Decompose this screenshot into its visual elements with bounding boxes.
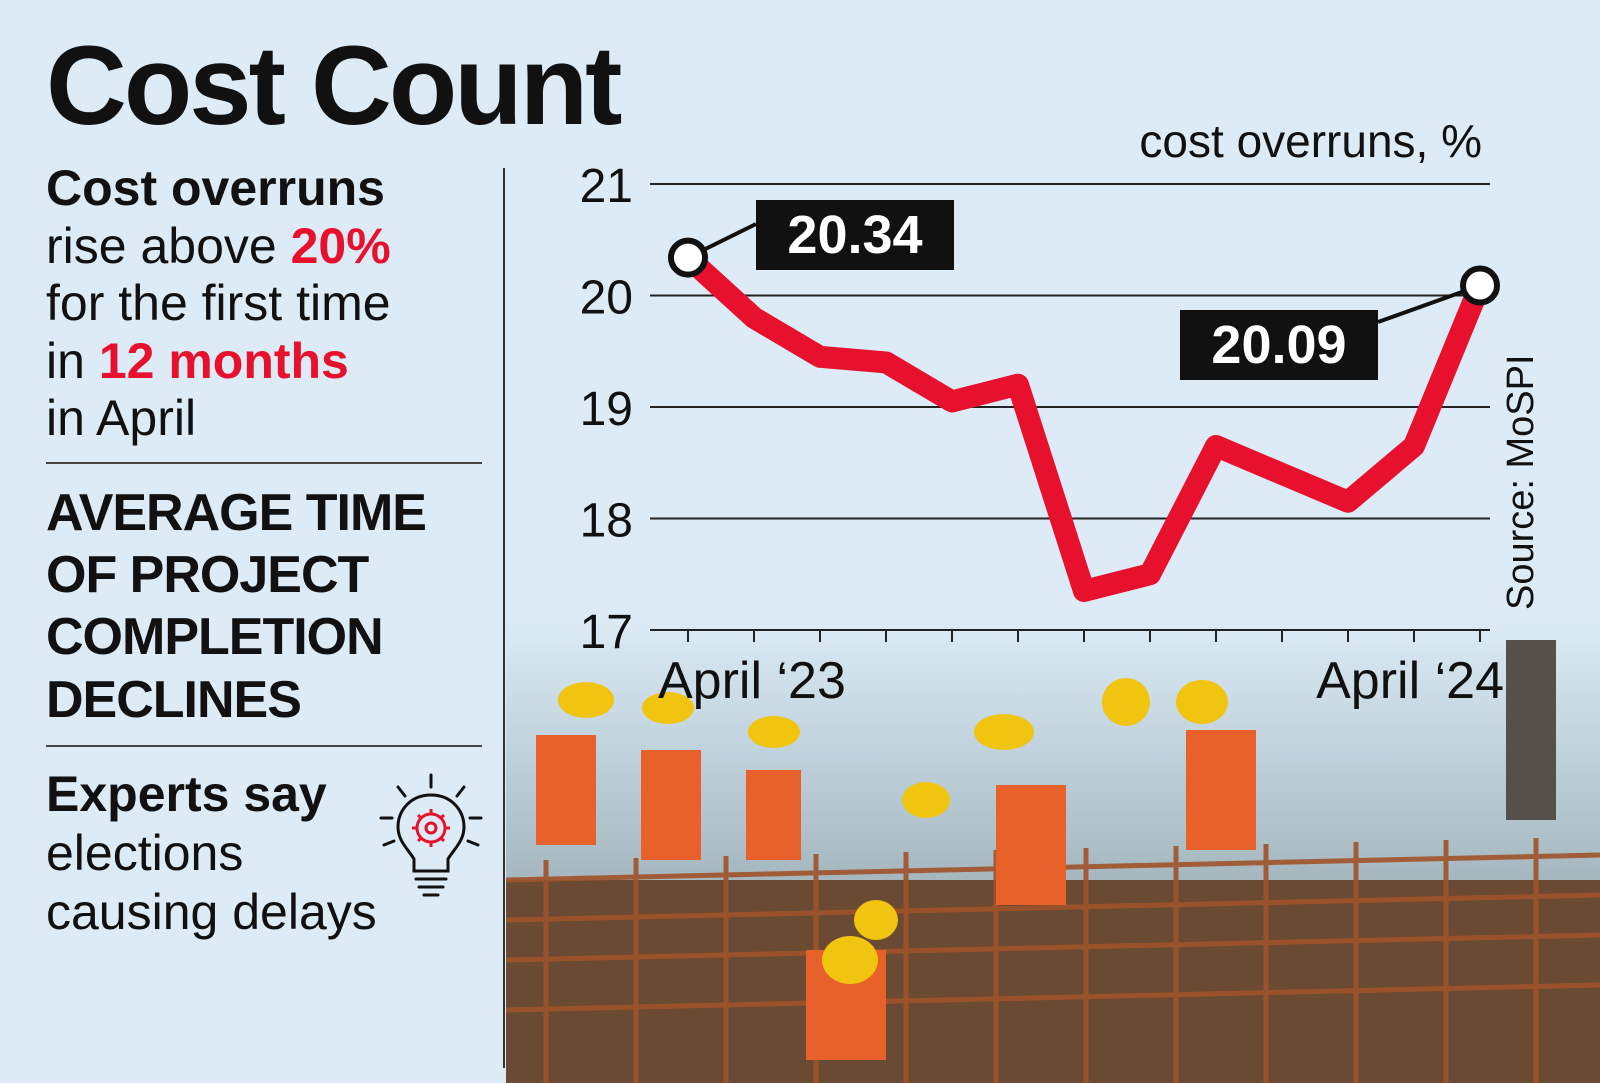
- headline-line-5: in April: [46, 390, 197, 446]
- horizontal-rule-2: [46, 745, 482, 748]
- source-label: Source: MoSPI: [1500, 354, 1542, 610]
- y-tick-label-19: 19: [580, 383, 633, 436]
- data-label-12: 20.09: [1211, 315, 1346, 375]
- completion-block: AVERAGE TIME OF PROJECT COMPLETION DECLI…: [46, 482, 486, 732]
- highlight-12-months: 12 months: [98, 332, 349, 389]
- headline-block: Cost overruns rise above 20% for the fir…: [46, 160, 486, 448]
- data-label-box-0: [756, 200, 954, 270]
- experts-block: Experts say elections causing delays: [46, 765, 486, 942]
- data-point-0: [668, 237, 708, 278]
- y-unit-label: cost overruns, %: [1139, 115, 1482, 167]
- headline-line-1: Cost overruns: [46, 160, 385, 216]
- experts-line-2: elections: [46, 825, 244, 882]
- experts-line-1: Experts say: [46, 766, 327, 823]
- left-panel: Cost overruns rise above 20% for the fir…: [46, 160, 486, 942]
- series-line-cost-overruns: [677, 246, 1491, 602]
- completion-line-1: AVERAGE TIME: [46, 483, 427, 542]
- headline-line-2-text: rise above: [46, 217, 291, 274]
- completion-line-3: COMPLETION: [46, 608, 384, 667]
- highlight-20pct: 20%: [290, 217, 391, 274]
- y-tick-label-20: 20: [580, 272, 633, 325]
- chart-title: Cost Count: [46, 23, 622, 148]
- data-label-0: 20.34: [787, 205, 922, 265]
- completion-line-4: DECLINES: [46, 670, 302, 729]
- experts-line-3: causing delays: [46, 884, 377, 941]
- vertical-divider: [503, 168, 505, 1068]
- completion-line-2: OF PROJECT: [46, 545, 369, 604]
- y-tick-label-18: 18: [580, 495, 633, 548]
- lightbulb-gear-icon: [379, 773, 483, 897]
- headline-line-4-text: in: [46, 332, 99, 389]
- headline-line-4: in 12 months: [46, 333, 486, 391]
- construction-workers-photo: [506, 620, 1600, 1083]
- x-tick-label-end: April ‘24: [1316, 652, 1504, 710]
- headline-line-3: for the first time: [46, 275, 391, 331]
- data-label-box-12: [1180, 310, 1378, 380]
- x-tick-label-start: April ‘23: [658, 652, 846, 710]
- data-point-12: [1460, 265, 1500, 306]
- y-tick-label-17: 17: [580, 606, 633, 659]
- y-tick-label-21: 21: [580, 160, 633, 213]
- horizontal-rule-1: [46, 461, 482, 464]
- headline-line-2: rise above 20%: [46, 218, 486, 276]
